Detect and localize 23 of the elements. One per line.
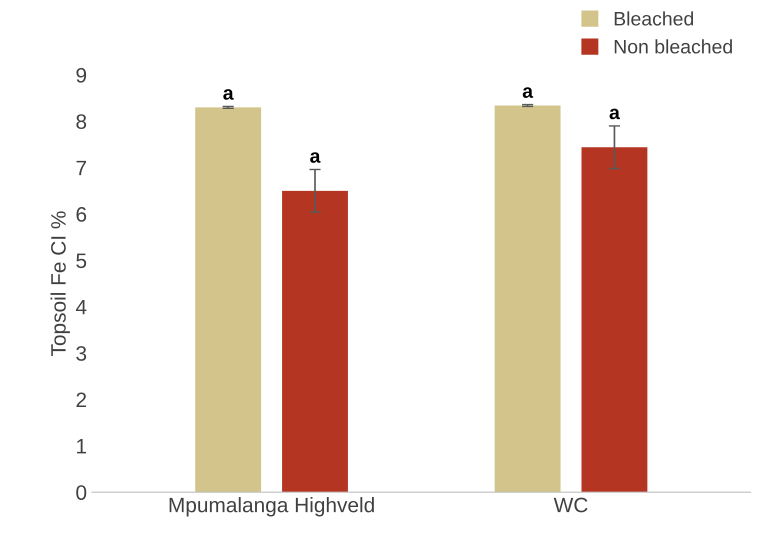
annotation: a (310, 152, 321, 163)
y-tick-label: 7 (76, 160, 86, 176)
annotation: a (610, 108, 620, 120)
bar (195, 107, 262, 492)
y-tick-label: 3 (76, 346, 86, 361)
bar (494, 106, 561, 492)
annotation: a (522, 87, 534, 98)
x-tick-label: WC (554, 498, 588, 512)
y-tick-label: 9 (76, 68, 86, 83)
bar (282, 190, 348, 492)
y-tick-label: 1 (77, 439, 86, 454)
y-tick-label: 8 (76, 114, 86, 130)
legend-label: Bleached (614, 11, 694, 26)
y-axis-title: Topsoil Fe CI % (50, 211, 70, 356)
legend-label: Non bleached (614, 39, 732, 54)
y-tick-label: 0 (76, 485, 86, 500)
y-tick-label: 4 (76, 300, 86, 314)
annotation: a (223, 89, 234, 100)
x-tick-label: Mpumalanga Highveld (170, 497, 374, 516)
y-tick-label: 5 (76, 254, 86, 268)
y-tick-label: 6 (76, 207, 86, 222)
y-tick-label: 2 (76, 392, 86, 408)
bar (582, 147, 648, 492)
